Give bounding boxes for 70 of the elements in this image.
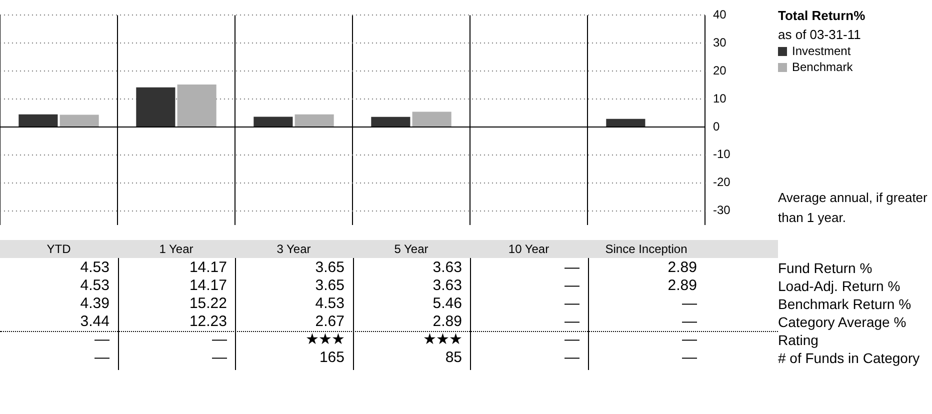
x-tick-label: 3 Year [276, 241, 312, 258]
bar [136, 87, 176, 126]
x-tick-label: Since Inception [604, 241, 688, 258]
y-tick-label: 0 [713, 119, 720, 134]
text: — [211, 331, 227, 349]
data-label: 4.39 [79, 295, 110, 313]
x-tick-label: 1 Year [158, 241, 194, 258]
text: — [564, 313, 580, 331]
data-label: 3.63 [432, 259, 462, 277]
text: — [211, 349, 227, 367]
text: — [682, 295, 697, 312]
text: Category Average % [778, 313, 906, 331]
y-tick-label: -20 [713, 175, 731, 190]
text: — [681, 349, 697, 367]
text: Fund Return % [778, 259, 872, 277]
y-tick-label: 10 [713, 91, 727, 106]
y-tick-label: -30 [713, 203, 731, 218]
data-label: 15.22 [188, 295, 227, 313]
text: 3.65 [314, 277, 344, 295]
text: as of 03-31-11 [778, 27, 862, 42]
text: — [564, 277, 580, 295]
bar [412, 112, 452, 126]
text: 2.67 [314, 313, 344, 331]
text: ★★★ [304, 331, 344, 349]
text: # of Funds in Category [778, 349, 920, 367]
text: — [94, 349, 110, 367]
text: — [681, 313, 697, 331]
text: Load-Adj. Return % [778, 277, 900, 295]
text: Average annual, if greater than 1 year. [778, 189, 928, 227]
x-tick-label: 10 Year [507, 241, 550, 258]
legend-label: Investment [791, 44, 852, 58]
text: — [564, 331, 580, 349]
bar [254, 116, 293, 126]
text: — [564, 349, 580, 367]
y-tick-label: -10 [713, 147, 731, 162]
data-label: 4.53 [314, 295, 344, 313]
data-label: 4.53 [79, 259, 110, 277]
bar [606, 118, 646, 126]
text: 3.44 [79, 313, 110, 331]
y-tick-label: 20 [713, 63, 727, 78]
text: 14.17 [188, 277, 227, 295]
data-label: 3.65 [314, 259, 344, 277]
text: — [564, 295, 580, 312]
x-tick-label: YTD [46, 241, 72, 258]
bar [371, 116, 410, 126]
text: 12.23 [188, 313, 227, 331]
text: — [681, 331, 697, 349]
text: 4.53 [79, 277, 110, 295]
bar [177, 84, 216, 126]
text: — [94, 331, 110, 349]
bar [60, 114, 99, 126]
data-label: 5.46 [432, 295, 462, 313]
text: Total Return% [778, 8, 866, 23]
text: Benchmark Return % [778, 295, 912, 313]
text: 85 [444, 349, 462, 367]
data-label: 14.17 [188, 259, 227, 277]
text: 165 [318, 349, 344, 367]
y-tick-label: 30 [713, 35, 727, 50]
y-tick-label: 40 [713, 8, 727, 22]
text: — [564, 259, 580, 276]
x-tick-label: 5 Year [393, 241, 430, 258]
text: Rating [778, 331, 818, 349]
data-label: 2.89 [666, 259, 697, 277]
text: 2.89 [432, 313, 462, 331]
text: 2.89 [666, 277, 697, 295]
legend-label: Benchmark [791, 60, 854, 74]
bar [18, 114, 58, 126]
text: 3.63 [432, 277, 462, 295]
bar [294, 114, 334, 126]
text: ★★★ [422, 331, 462, 349]
